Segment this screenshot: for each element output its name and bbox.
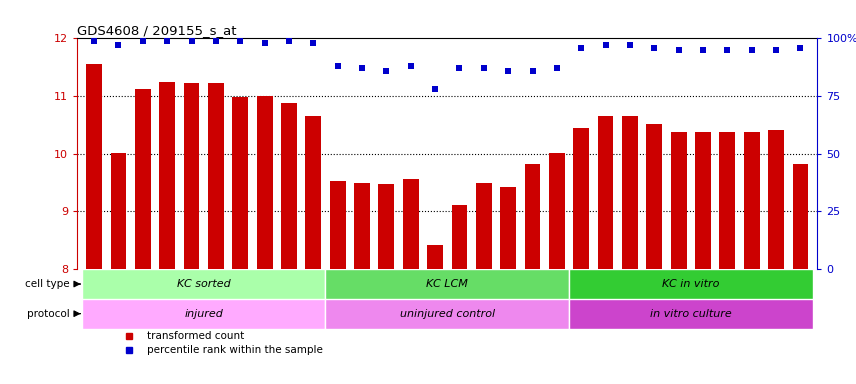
Bar [135,89,151,269]
Point [306,40,320,46]
Bar [451,205,467,269]
Point [453,65,467,71]
Bar [325,299,569,329]
Bar [82,269,325,299]
Point [209,38,223,44]
Bar [330,182,346,269]
Point [745,47,758,53]
Point [404,63,418,69]
Bar [110,153,127,269]
Point [282,38,296,44]
Text: GDS4608 / 209155_s_at: GDS4608 / 209155_s_at [77,24,236,37]
Bar [622,116,638,269]
Bar [403,179,419,269]
Bar [549,153,565,269]
Bar [232,97,248,269]
Bar [476,183,491,269]
Bar [354,183,370,269]
Point [330,63,344,69]
Text: KC LCM: KC LCM [426,279,468,289]
Point [526,68,539,74]
Bar [183,83,199,269]
Text: in vitro culture: in vitro culture [650,309,732,319]
Bar [569,299,812,329]
Point [502,68,515,74]
Text: injured: injured [184,309,223,319]
Point [234,38,247,44]
Point [428,86,442,92]
Point [794,45,807,51]
Text: uninjured control: uninjured control [400,309,495,319]
Bar [500,187,516,269]
Bar [378,184,395,269]
Point [672,47,686,53]
Bar [82,299,325,329]
Text: cell type: cell type [25,279,69,289]
Point [647,45,661,51]
Point [87,38,101,44]
Text: KC in vitro: KC in vitro [663,279,720,289]
Bar [695,132,711,269]
Bar [569,269,812,299]
Bar [597,116,614,269]
Point [185,38,199,44]
Point [477,65,490,71]
Bar [159,82,175,269]
Bar [86,65,102,269]
Point [696,47,710,53]
Point [111,42,125,48]
Point [623,42,637,48]
Point [355,65,369,71]
Text: percentile rank within the sample: percentile rank within the sample [147,345,324,355]
Bar [719,132,735,269]
Bar [325,269,569,299]
Bar [793,164,808,269]
Point [770,47,783,53]
Bar [525,164,540,269]
Point [598,42,612,48]
Bar [257,96,272,269]
Bar [671,132,687,269]
Point [550,65,564,71]
Bar [281,103,297,269]
Point [258,40,271,46]
Bar [574,128,589,269]
Bar [646,124,663,269]
Bar [208,83,223,269]
Point [574,45,588,51]
Bar [427,245,443,269]
Text: protocol: protocol [27,309,69,319]
Point [136,38,150,44]
Text: KC sorted: KC sorted [177,279,230,289]
Text: transformed count: transformed count [147,331,245,341]
Bar [744,132,759,269]
Bar [306,116,321,269]
Point [379,68,393,74]
Bar [768,129,784,269]
Point [160,38,174,44]
Point [721,47,734,53]
